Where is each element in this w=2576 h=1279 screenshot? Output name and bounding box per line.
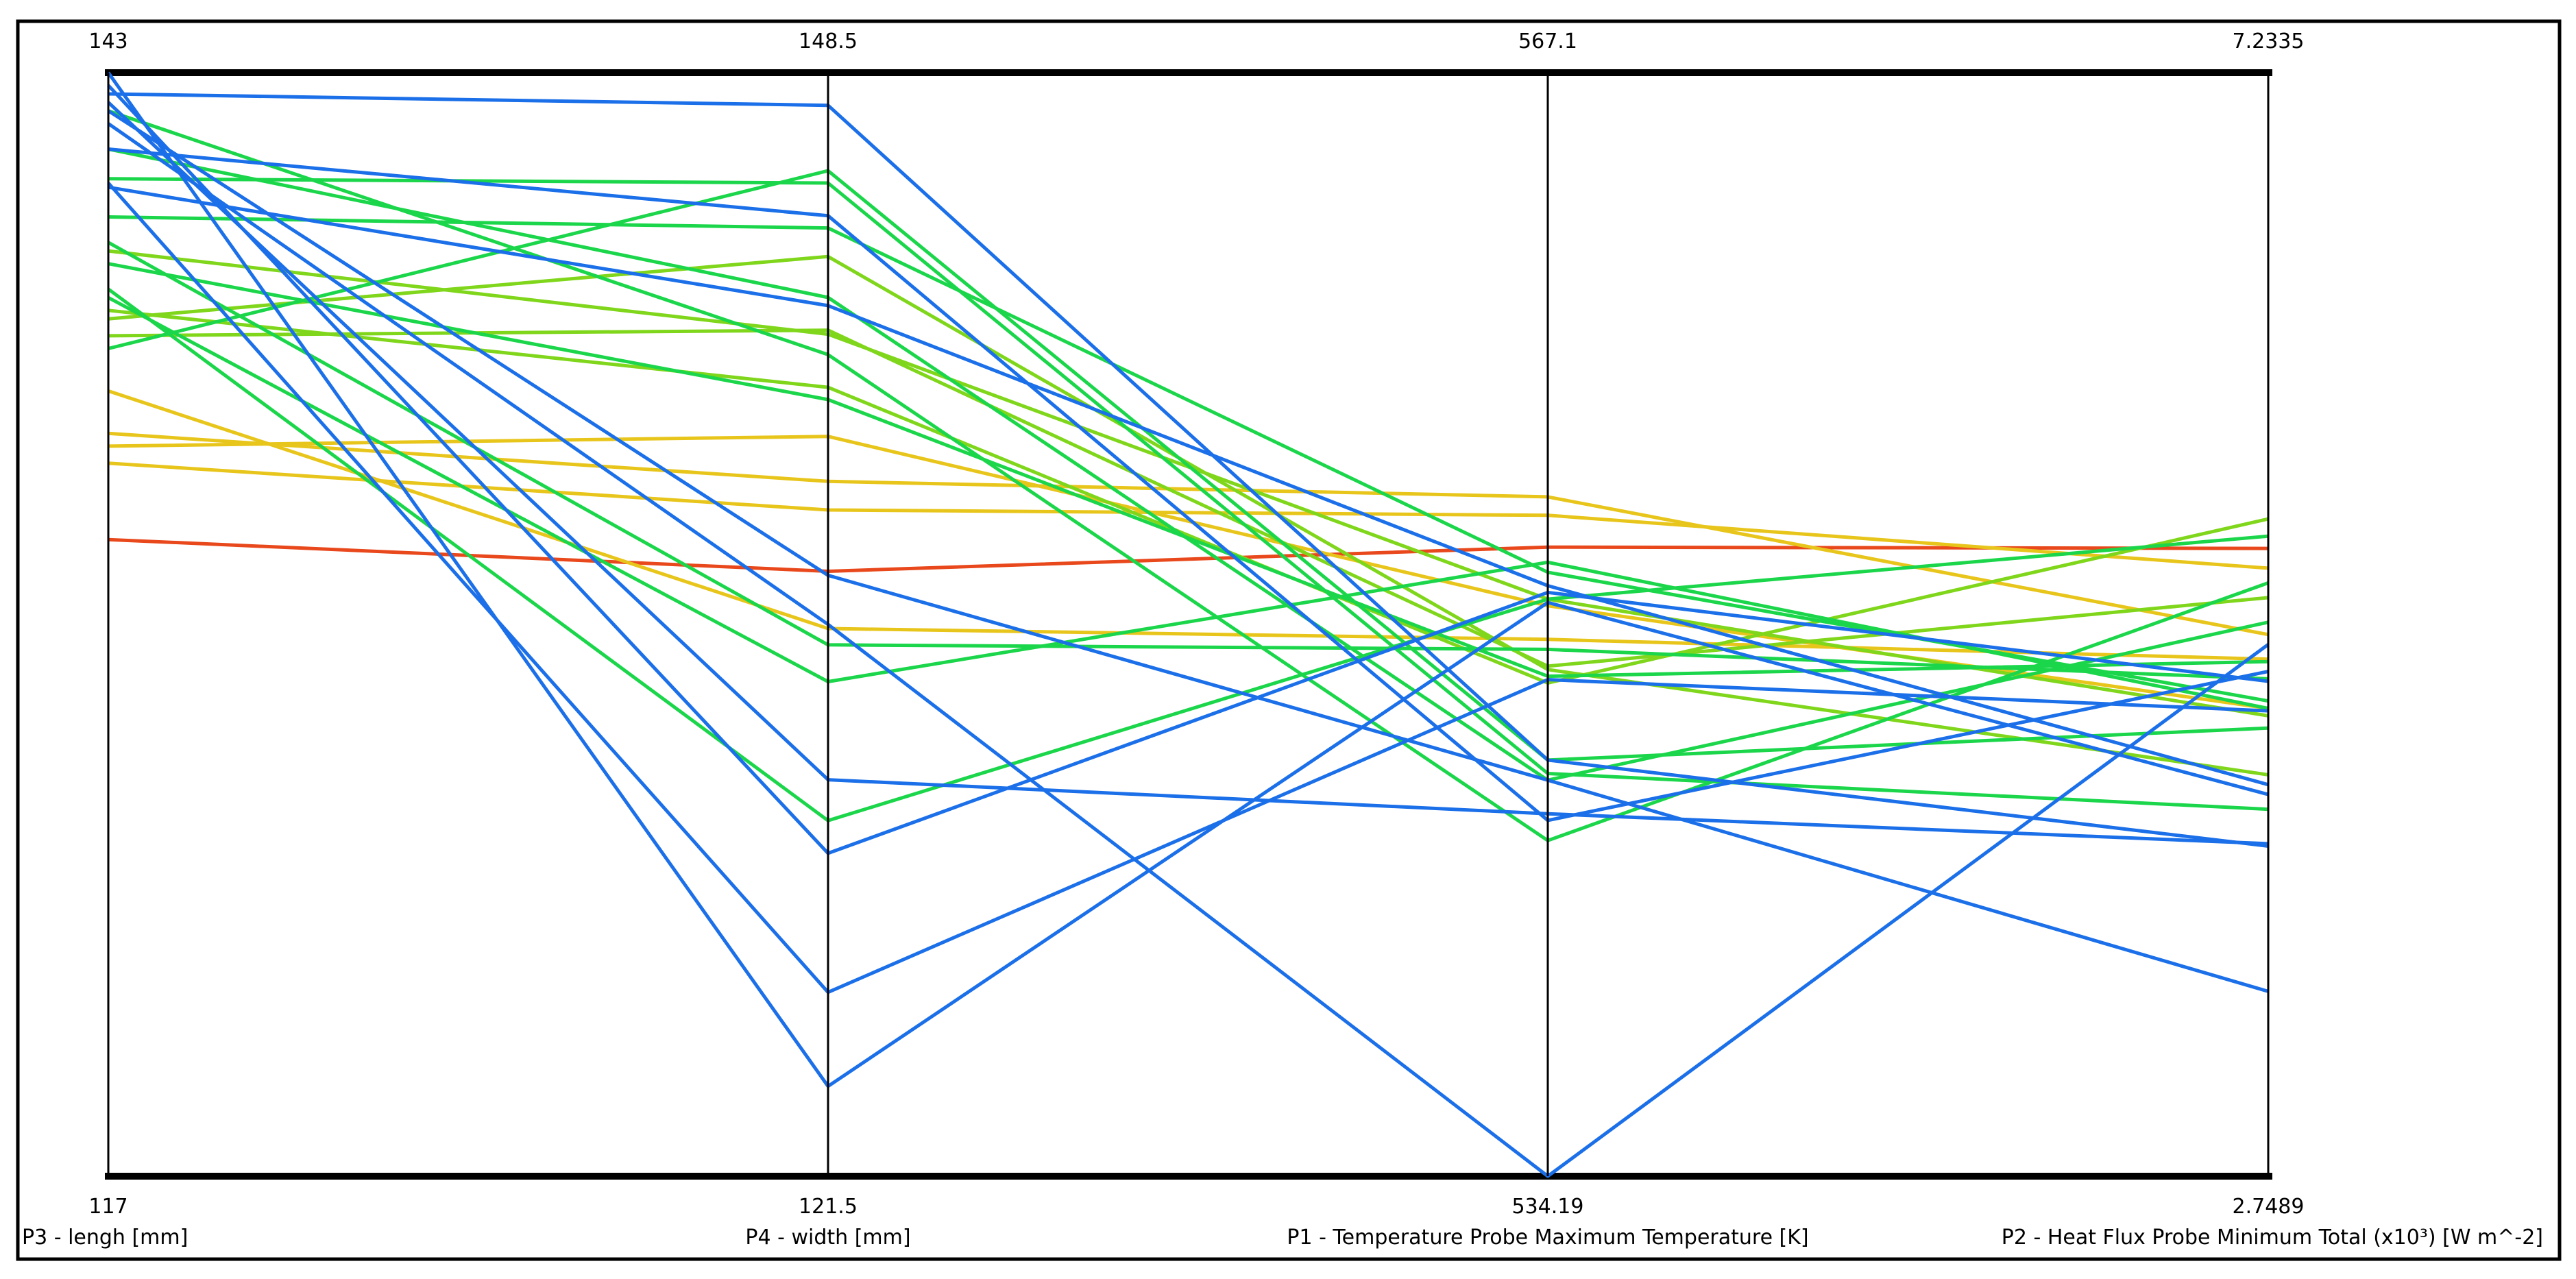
axis-min-label-2: 121.5 — [799, 1195, 858, 1219]
series-line-9 — [108, 308, 2269, 685]
axis-title-2: P4 - width [mm] — [745, 1226, 910, 1250]
axis-min-label-4: 2.7489 — [2233, 1195, 2305, 1219]
axis-min-label-3: 534.19 — [1512, 1195, 1584, 1219]
series-line-16 — [108, 109, 2269, 842]
series-line-14 — [108, 262, 2269, 679]
axis-max-label-1: 143 — [88, 29, 127, 53]
axis-title-4: P2 - Heat Flux Probe Minimum Total (x10³… — [2002, 1226, 2543, 1250]
series-line-27 — [107, 109, 2269, 993]
series-line-26 — [106, 71, 2269, 1088]
series-line-12 — [108, 169, 2269, 762]
chart-frame — [16, 19, 2562, 1261]
axis-title-1: P3 - lengh [mm] — [22, 1226, 188, 1250]
axis-max-label-4: 7.2335 — [2233, 29, 2305, 53]
series-line-6 — [108, 254, 2269, 777]
series-line-21 — [108, 185, 2269, 787]
series-line-18 — [107, 287, 2269, 823]
series-line-25 — [107, 101, 2269, 846]
axis-max-label-3: 567.1 — [1518, 29, 1577, 53]
series-line-20 — [108, 147, 2269, 823]
axis-max-label-2: 148.5 — [799, 29, 858, 53]
series-line-23 — [107, 84, 2269, 855]
series-line-24 — [107, 182, 2269, 995]
series-line-19 — [108, 92, 2269, 848]
series-line-3 — [108, 461, 2269, 570]
axes: 143 117 P3 - lengh [mm] 148.5 121.5 P4 - widt… — [22, 29, 2543, 1250]
series-line-22 — [107, 122, 2270, 1178]
series-line-13 — [107, 241, 2269, 681]
series-lines — [106, 71, 2270, 1178]
series-line-4 — [108, 389, 2269, 661]
axis-title-3: P1 - Temperature Probe Maximum Temperatu… — [1287, 1226, 1808, 1250]
axis-min-label-1: 117 — [88, 1195, 127, 1219]
series-line-2 — [108, 431, 2269, 637]
